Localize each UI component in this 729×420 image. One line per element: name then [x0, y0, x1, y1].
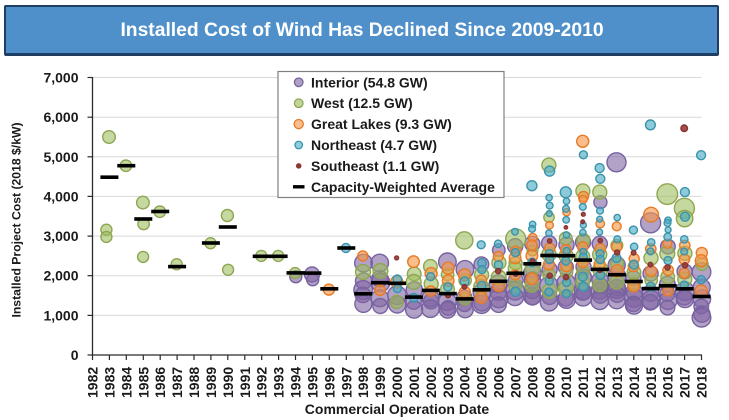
svg-text:1990: 1990: [220, 367, 236, 398]
svg-text:2016: 2016: [660, 367, 676, 398]
svg-text:1989: 1989: [203, 367, 219, 398]
svg-text:0: 0: [71, 347, 79, 363]
svg-text:1,000: 1,000: [43, 307, 78, 323]
svg-text:3,000: 3,000: [43, 228, 78, 244]
svg-text:1995: 1995: [304, 367, 320, 398]
svg-text:1999: 1999: [372, 367, 388, 398]
svg-text:1994: 1994: [288, 367, 304, 398]
svg-text:1987: 1987: [169, 367, 185, 398]
svg-text:2003: 2003: [440, 367, 456, 398]
svg-text:1984: 1984: [118, 367, 134, 398]
svg-text:2002: 2002: [423, 367, 439, 398]
svg-text:Installed Project Cost (2018 $: Installed Project Cost (2018 $/kW): [10, 122, 24, 317]
svg-text:2012: 2012: [592, 367, 608, 398]
svg-text:Great Lakes (9.3 GW): Great Lakes (9.3 GW): [311, 116, 452, 132]
svg-text:2013: 2013: [609, 367, 625, 398]
svg-text:Northeast (4.7 GW): Northeast (4.7 GW): [311, 137, 437, 153]
svg-text:1982: 1982: [85, 367, 101, 398]
svg-text:1992: 1992: [254, 367, 270, 398]
svg-text:2009: 2009: [541, 367, 557, 398]
svg-text:2010: 2010: [558, 367, 574, 398]
svg-text:West (12.5 GW): West (12.5 GW): [311, 95, 413, 111]
svg-text:2,000: 2,000: [43, 268, 78, 284]
svg-text:7,000: 7,000: [43, 70, 78, 86]
svg-text:1996: 1996: [321, 367, 337, 398]
svg-text:6,000: 6,000: [43, 109, 78, 125]
svg-text:2015: 2015: [643, 367, 659, 398]
svg-text:1993: 1993: [271, 367, 287, 398]
svg-text:2001: 2001: [406, 367, 422, 398]
svg-text:Commercial Operation Date: Commercial Operation Date: [305, 401, 490, 417]
svg-text:1983: 1983: [101, 367, 117, 398]
svg-text:1985: 1985: [135, 367, 151, 398]
svg-text:1991: 1991: [237, 367, 253, 398]
svg-text:2000: 2000: [389, 367, 405, 398]
svg-text:2004: 2004: [457, 367, 473, 398]
svg-text:Southeast (1.1 GW): Southeast (1.1 GW): [311, 158, 439, 174]
svg-text:Interior (54.8 GW): Interior (54.8 GW): [311, 74, 428, 90]
svg-text:2017: 2017: [677, 367, 693, 398]
svg-text:2014: 2014: [626, 367, 642, 398]
svg-text:2007: 2007: [507, 367, 523, 398]
svg-text:1997: 1997: [338, 367, 354, 398]
svg-text:Capacity-Weighted Average: Capacity-Weighted Average: [311, 179, 495, 195]
svg-text:1998: 1998: [355, 367, 371, 398]
svg-text:2005: 2005: [474, 367, 490, 398]
svg-text:2018: 2018: [694, 367, 710, 398]
svg-text:4,000: 4,000: [43, 188, 78, 204]
svg-text:1986: 1986: [152, 367, 168, 398]
svg-text:2006: 2006: [491, 367, 507, 398]
svg-text:1988: 1988: [186, 367, 202, 398]
svg-text:2008: 2008: [524, 367, 540, 398]
svg-text:5,000: 5,000: [43, 149, 78, 165]
svg-text:2011: 2011: [575, 367, 591, 398]
